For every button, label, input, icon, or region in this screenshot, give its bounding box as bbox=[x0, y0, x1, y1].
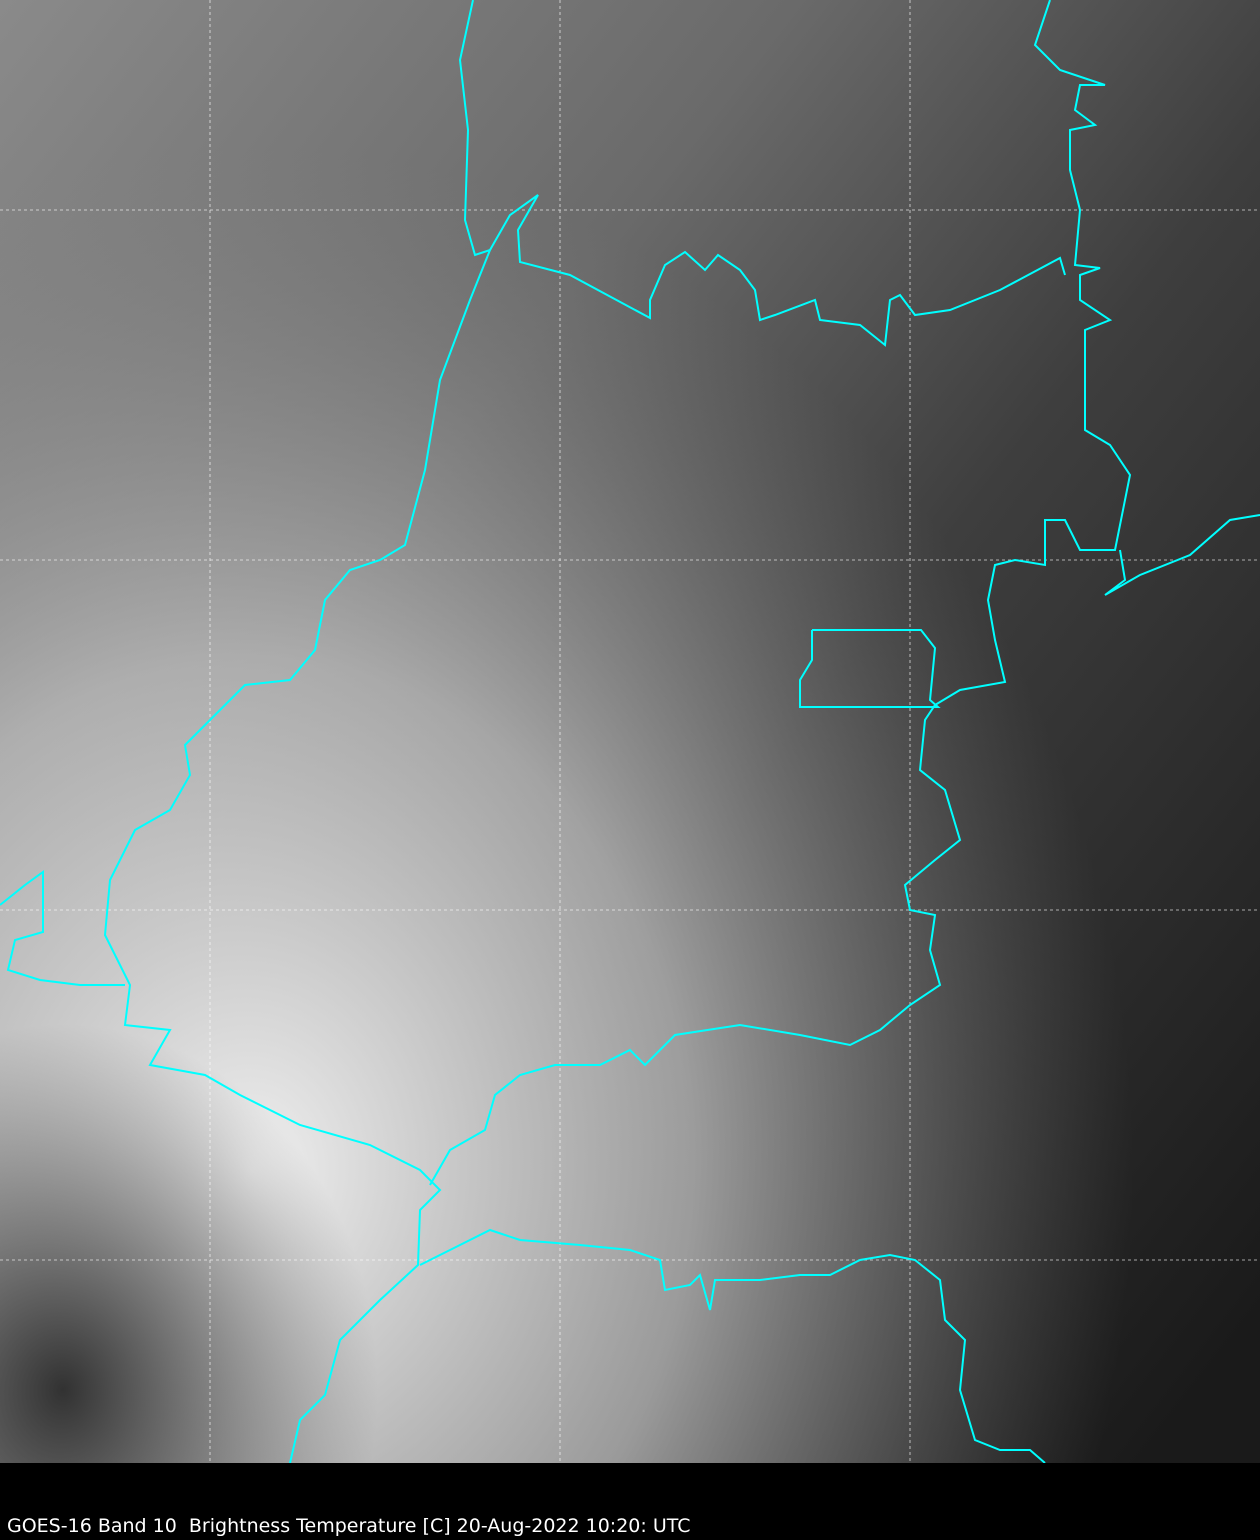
state-borders bbox=[0, 0, 1260, 1463]
border-line bbox=[1104, 514, 1260, 596]
border-line bbox=[419, 1228, 1046, 1463]
border-line bbox=[799, 629, 941, 708]
image-caption: GOES-16 Band 10 Brightness Temperature [… bbox=[7, 1515, 691, 1537]
border-line bbox=[103, 0, 492, 1463]
graticule bbox=[0, 0, 1260, 1463]
border-line bbox=[429, 0, 1132, 1186]
dark-region bbox=[0, 0, 1260, 1463]
satellite-image bbox=[0, 0, 1260, 1463]
border-line bbox=[489, 194, 1066, 347]
border-line bbox=[0, 870, 125, 986]
